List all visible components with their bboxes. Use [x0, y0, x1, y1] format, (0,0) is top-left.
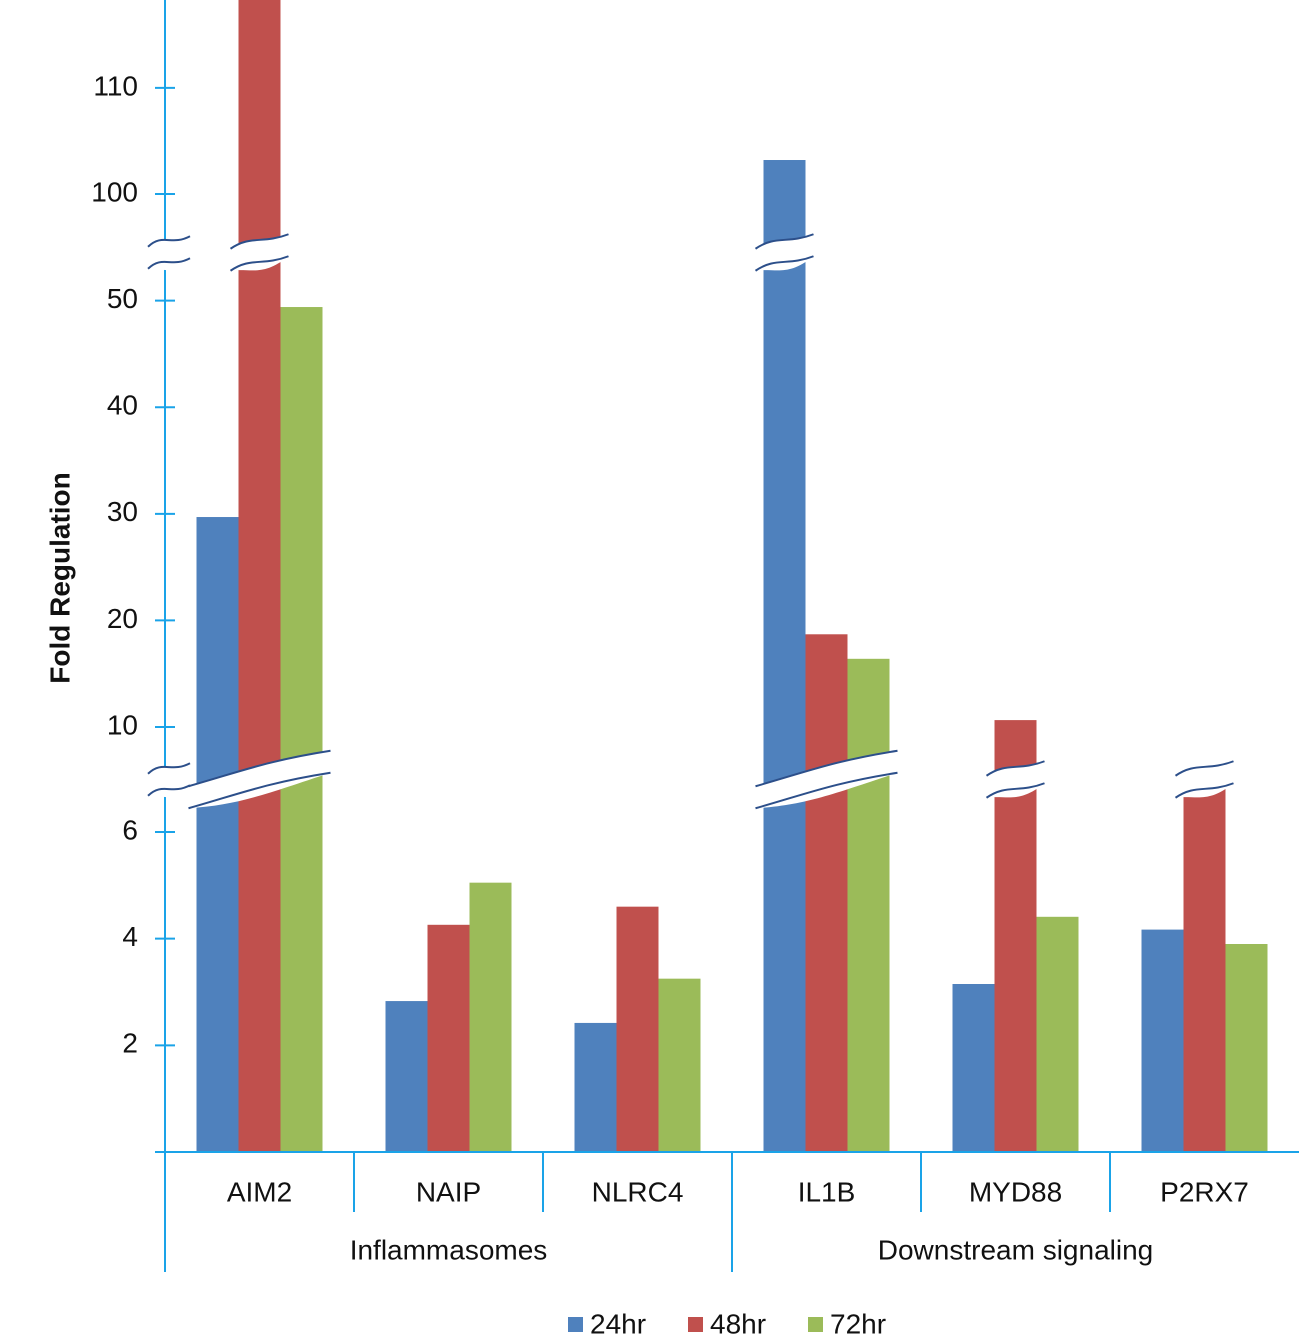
y-axis-label: Fold Regulation — [44, 472, 75, 684]
y-tick-label: 6 — [122, 814, 138, 845]
bar — [574, 1022, 617, 1152]
y-tick-label: 40 — [107, 390, 138, 421]
bar — [385, 1001, 428, 1152]
axis-break — [188, 749, 331, 788]
legend-label: 48hr — [710, 1308, 766, 1337]
bar — [427, 924, 470, 1152]
y-tick-label: 30 — [107, 496, 138, 527]
axis-break — [188, 750, 331, 809]
axis-break — [755, 750, 898, 809]
bar — [469, 882, 512, 1152]
bar — [658, 978, 701, 1152]
axis-break — [754, 233, 814, 250]
axis-break — [755, 749, 898, 788]
axis-break — [229, 233, 289, 250]
group-label: Inflammasomes — [350, 1234, 548, 1265]
axis-break — [986, 761, 1045, 798]
axis-break — [147, 784, 191, 797]
legend-swatch — [808, 1317, 823, 1332]
axis-break — [147, 257, 191, 270]
bar — [280, 307, 323, 1153]
x-tick-label: MYD88 — [969, 1176, 1062, 1207]
x-tick-label: AIM2 — [227, 1176, 292, 1207]
bar — [847, 658, 890, 1152]
legend-swatch — [688, 1317, 703, 1332]
x-tick-label: P2RX7 — [1160, 1176, 1249, 1207]
bar — [763, 160, 806, 1153]
bar — [805, 634, 848, 1152]
axis-break — [147, 235, 191, 248]
axis-break — [1175, 761, 1234, 798]
y-tick-label: 10 — [107, 709, 138, 740]
y-tick-label: 4 — [122, 921, 138, 952]
bar — [196, 517, 239, 1152]
bar — [1036, 916, 1079, 1152]
axis-break — [230, 234, 289, 271]
bar — [952, 984, 995, 1152]
x-tick-label: NLRC4 — [592, 1176, 684, 1207]
legend-label: 72hr — [830, 1308, 886, 1337]
axis-break — [147, 762, 191, 775]
x-tick-label: IL1B — [798, 1176, 856, 1207]
bar — [238, 0, 281, 1153]
axis-break — [1174, 782, 1234, 799]
y-tick-label: 20 — [107, 603, 138, 634]
axis-break — [229, 255, 289, 272]
axis-break — [985, 782, 1045, 799]
y-tick-label: 50 — [107, 283, 138, 314]
axis-break — [1174, 760, 1234, 777]
y-tick-label: 2 — [122, 1028, 138, 1059]
legend-label: 24hr — [590, 1308, 646, 1337]
y-tick-label: 100 — [91, 176, 138, 207]
bar — [1225, 944, 1268, 1152]
bar — [616, 906, 659, 1152]
legend-swatch — [568, 1317, 583, 1332]
y-tick-label: 110 — [93, 70, 138, 101]
bar — [1141, 929, 1184, 1152]
bar — [1183, 770, 1226, 1152]
axis-break — [188, 771, 331, 810]
axis-break — [754, 255, 814, 272]
group-label: Downstream signaling — [878, 1234, 1153, 1265]
axis-break — [755, 771, 898, 810]
axis-break — [985, 760, 1045, 777]
axis-break — [755, 234, 814, 271]
x-tick-label: NAIP — [416, 1176, 481, 1207]
